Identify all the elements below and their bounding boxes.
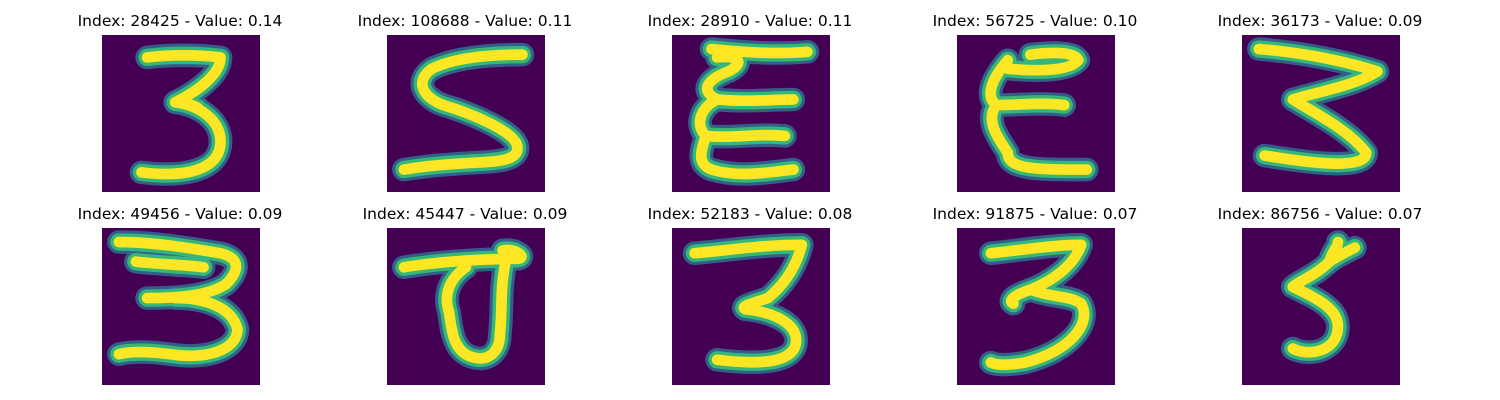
panel-3: Index: 28910 - Value: 0.11	[630, 12, 870, 197]
panel-title: Index: 49456 - Value: 0.09	[77, 205, 283, 223]
digit-stroke	[689, 239, 808, 368]
panel-2: Index: 108688 - Value: 0.11	[345, 12, 585, 197]
panel-5: Index: 36173 - Value: 0.09	[1200, 12, 1440, 197]
digit-stroke	[700, 129, 791, 143]
digit-image	[387, 228, 545, 385]
digit-stroke	[113, 292, 243, 362]
digit-stroke	[169, 96, 204, 114]
panel-1: Index: 28425 - Value: 0.14	[60, 12, 300, 197]
panel-6: Index: 49456 - Value: 0.09	[60, 205, 300, 390]
digit-image	[1242, 228, 1400, 385]
digit-image	[672, 35, 830, 192]
digit-stroke	[1002, 47, 1084, 76]
panel-7: Index: 45447 - Value: 0.09	[345, 205, 585, 390]
panel-title: Index: 36173 - Value: 0.09	[1217, 12, 1423, 30]
panel-10: Index: 86756 - Value: 0.07	[1200, 205, 1440, 390]
digit-image	[387, 35, 545, 192]
panel-8: Index: 52183 - Value: 0.08	[630, 205, 870, 390]
panel-title: Index: 45447 - Value: 0.09	[362, 205, 568, 223]
panel-title: Index: 108688 - Value: 0.11	[357, 12, 573, 30]
panel-title: Index: 52183 - Value: 0.08	[647, 205, 853, 223]
panel-title: Index: 28425 - Value: 0.14	[77, 12, 283, 30]
digit-stroke	[1005, 284, 1036, 310]
panel-9: Index: 91875 - Value: 0.07	[915, 205, 1155, 390]
panel-title: Index: 86756 - Value: 0.07	[1217, 205, 1423, 223]
digit-image	[672, 228, 830, 385]
digit-stroke	[398, 244, 527, 273]
panel-title: Index: 28910 - Value: 0.11	[647, 12, 853, 30]
digit-stroke	[441, 256, 511, 364]
digit-stroke	[1253, 43, 1383, 169]
panel-title: Index: 56725 - Value: 0.10	[932, 12, 1138, 30]
digit-stroke	[130, 256, 209, 273]
digit-stroke	[985, 54, 1093, 175]
panel-4: Index: 56725 - Value: 0.10	[915, 12, 1155, 197]
digit-image	[957, 228, 1115, 385]
digit-image	[102, 35, 260, 192]
digit-stroke	[985, 239, 1090, 370]
digit-stroke	[1324, 242, 1361, 267]
panel-title: Index: 91875 - Value: 0.07	[932, 205, 1138, 223]
digit-stroke	[694, 94, 799, 180]
digit-image	[102, 228, 260, 385]
digit-image	[1242, 35, 1400, 192]
digit-stroke	[702, 43, 813, 107]
digit-stroke	[991, 98, 1070, 111]
digit-image	[957, 35, 1115, 192]
digit-stroke	[398, 49, 528, 175]
